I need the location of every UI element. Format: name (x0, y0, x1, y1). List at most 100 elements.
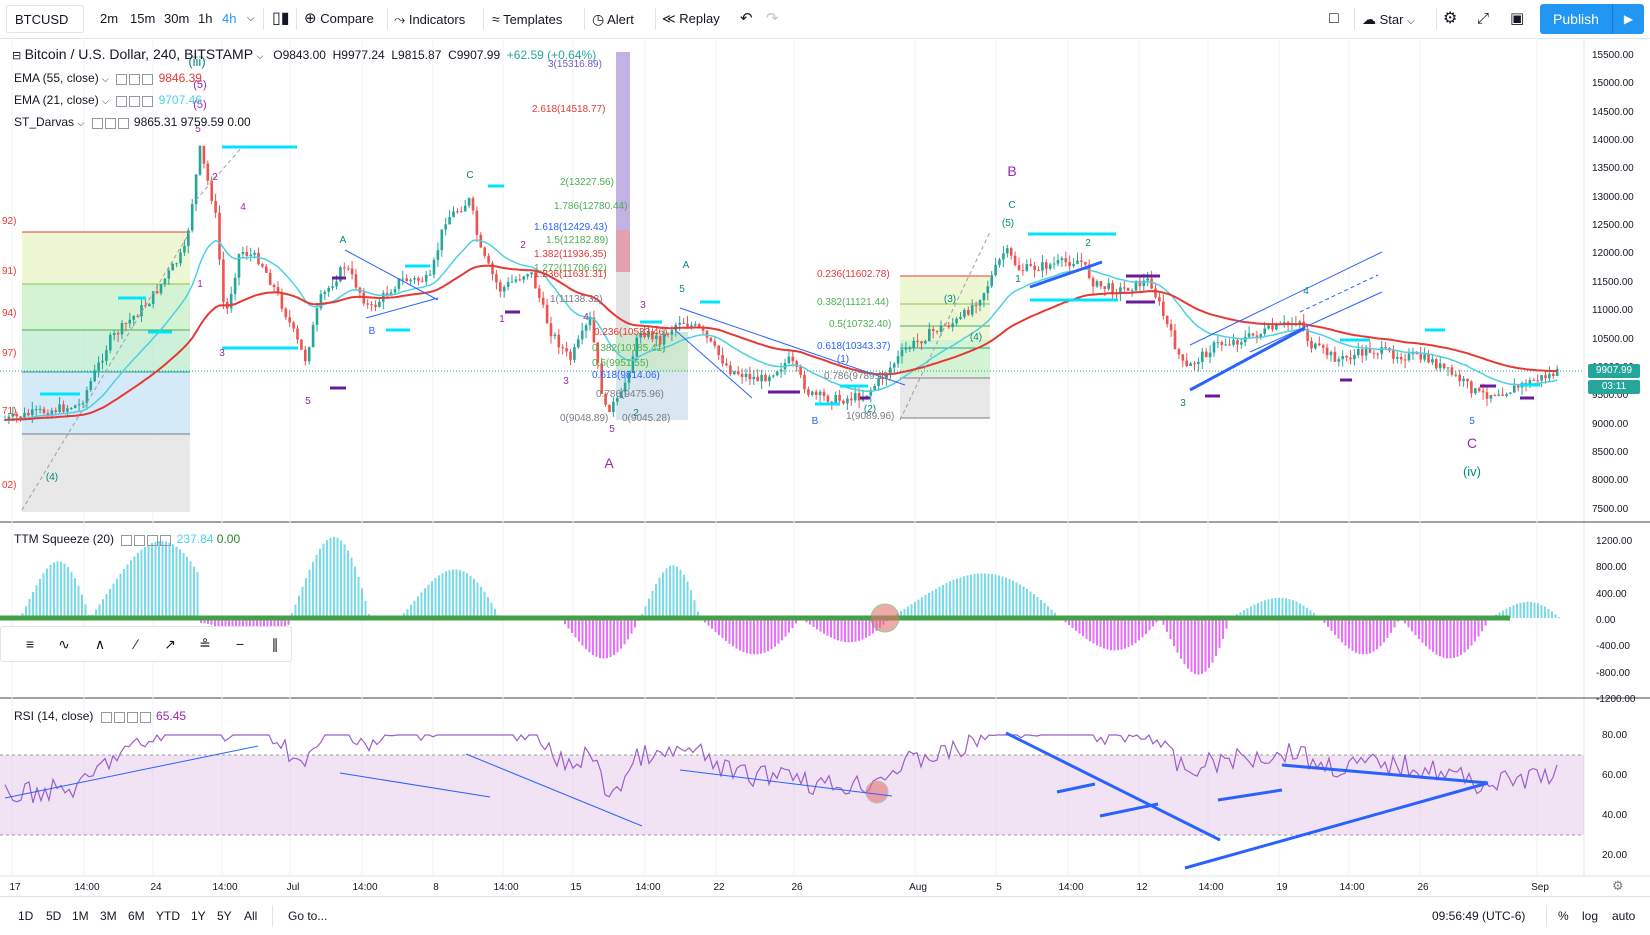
camera-icon[interactable]: ▣ (1510, 10, 1525, 27)
alarm-clock-icon: ◷ (592, 11, 605, 27)
interval-1h[interactable]: 1h (198, 11, 213, 26)
range-5d[interactable]: 5D (46, 909, 62, 923)
compare-button[interactable]: ⊕ Compare (304, 0, 374, 38)
range-ytd[interactable]: YTD (156, 909, 180, 923)
undo-icon[interactable]: ↶ (740, 10, 753, 27)
chevron-down-icon[interactable]: ⌵ (102, 96, 109, 106)
abc-pattern-icon[interactable]: ∧ (94, 636, 106, 652)
chevron-down-icon[interactable]: ⌵ (102, 74, 109, 84)
fib-level-label: 0.236(11602.78) (817, 269, 890, 280)
ema21-legend[interactable]: EMA (21, close) ⌵ 9707.46 (14, 93, 202, 108)
ttm-axis-label: -1200.00 (1596, 693, 1636, 705)
indicators-button[interactable]: ⤳ Indicators (394, 0, 465, 38)
wave-label: B (1007, 163, 1016, 179)
clock-timezone[interactable]: 09:56:49 (UTC-6) (1432, 909, 1526, 923)
goto-button[interactable]: Go to... (288, 909, 328, 923)
fib-level-label: 2(13227.56) (560, 177, 614, 188)
bar-countdown: 03:11 (1588, 380, 1640, 394)
ema55-legend[interactable]: EMA (55, close) ⌵ 9846.39 (14, 71, 202, 86)
interval-dropdown-icon[interactable]: ⌵ (247, 13, 255, 24)
indicator-buttons[interactable] (116, 72, 155, 86)
indicator-name: TTM Squeeze (20) (14, 532, 115, 546)
auto-toggle[interactable]: auto (1612, 909, 1636, 923)
range-1m[interactable]: 1M (72, 909, 89, 923)
interval-30m[interactable]: 30m (164, 11, 190, 26)
wave-label: 5 (679, 284, 685, 295)
wave-label: (2) (864, 404, 876, 415)
chevron-down-icon[interactable]: ⌵ (77, 118, 85, 128)
play-icon[interactable]: ▶ (1612, 4, 1644, 34)
indicator-buttons[interactable] (91, 116, 131, 130)
wave-label: (iv) (1463, 464, 1481, 479)
range-1d[interactable]: 1D (18, 909, 34, 923)
redo-icon[interactable]: ↷ (766, 10, 779, 27)
chart-canvas[interactable]: (iii)(5)(5)524135ABC21345A3A52B(1)(2)(3)… (0, 38, 1650, 896)
trendline-icon[interactable]: ∕ (134, 636, 138, 652)
fib-icon[interactable]: ≗ (199, 636, 211, 652)
replay-button[interactable]: ≪ Replay (662, 0, 720, 38)
ohlc-low: L9815.87 (391, 48, 442, 62)
dashed-projections (21, 145, 991, 511)
fib-level-label: 0.618(10343.37) (817, 341, 891, 352)
divider (655, 8, 656, 30)
templates-button[interactable]: ≈ Templates (492, 0, 562, 38)
wave-label: (iii) (188, 54, 205, 69)
candle-type-icon[interactable]: ▯▮ (272, 10, 290, 27)
time-axis-label: Jul (286, 882, 300, 893)
chevron-down-icon[interactable]: ⌵ (256, 51, 264, 61)
rsi-highlight (865, 780, 889, 804)
log-toggle[interactable]: log (1582, 909, 1599, 923)
settings-gear-icon[interactable]: ⚙ (1612, 878, 1624, 893)
bars-icon[interactable]: ∥ (271, 636, 279, 652)
percent-toggle[interactable]: % (1558, 909, 1569, 923)
time-axis-label: 19 (1276, 882, 1288, 893)
wave-label: (3) (944, 294, 956, 305)
indicator-buttons[interactable] (121, 533, 173, 547)
wave-label: C (466, 170, 473, 181)
range-5y[interactable]: 5Y (217, 909, 232, 923)
horizontal-ray-icon[interactable]: − (235, 636, 245, 652)
ttm-legend[interactable]: TTM Squeeze (20) 237.84 0.00 (14, 532, 240, 547)
indicator-value: 9865.31 9759.59 0.00 (133, 115, 251, 129)
indicator-buttons[interactable] (100, 710, 153, 724)
range-all[interactable]: All (244, 909, 258, 923)
gear-icon[interactable]: ⚙ (1443, 10, 1458, 27)
fib-level-label: 71) (2, 406, 17, 417)
indicator-name: RSI (14, close) (14, 709, 94, 723)
range-3m[interactable]: 3M (100, 909, 117, 923)
chevron-down-icon: ⌵ (1407, 16, 1415, 27)
main-legend[interactable]: ⊟ Bitcoin / U.S. Dollar, 240, BITSTAMP ⌵… (12, 46, 596, 62)
darvas-legend[interactable]: ST_Darvas ⌵ 9865.31 9759.59 0.00 (14, 115, 251, 130)
wave-label: B (369, 326, 376, 337)
interval-15m[interactable]: 15m (130, 11, 156, 26)
ttm-axis-label: 1200.00 (1596, 536, 1633, 547)
range-1y[interactable]: 1Y (191, 909, 206, 923)
collapse-icon[interactable]: ⊟ (12, 50, 22, 62)
ttm-histogram (21, 537, 1560, 675)
rsi-legend[interactable]: RSI (14, close) 65.45 (14, 709, 186, 724)
symbol-search[interactable]: BTCUSD (6, 5, 84, 33)
fib-zone (22, 434, 190, 512)
alert-button[interactable]: ◷ Alert (592, 0, 634, 38)
trendlines (344, 249, 1383, 399)
interval-2m[interactable]: 2m (100, 11, 119, 26)
price-axis-label: 8000.00 (1592, 475, 1629, 487)
star-button[interactable]: ☁ Star ⌵ (1362, 0, 1415, 38)
indicator-buttons[interactable] (116, 94, 155, 108)
ray-icon[interactable]: ↗ (164, 636, 176, 652)
range-6m[interactable]: 6M (128, 909, 145, 923)
publish-button[interactable]: Publish (1540, 4, 1612, 34)
time-axis-label: 12 (1136, 882, 1148, 893)
interval-4h[interactable]: 4h (222, 11, 237, 26)
fullscreen-square-icon[interactable]: □ (1329, 10, 1339, 27)
fib-level-label: 1.5(12182.89) (546, 235, 609, 246)
wave-label: 4 (240, 202, 246, 213)
fib-zone (22, 284, 190, 330)
templates-label: Templates (503, 12, 563, 27)
symbol-label: BTCUSD (15, 12, 69, 27)
wave-pattern-icon[interactable]: ∿ (58, 636, 70, 652)
horizontal-lines-icon[interactable]: ≡ (25, 636, 35, 652)
expand-icon[interactable]: ⤢ (1477, 10, 1490, 27)
fib-level-label: 0.236(10533.46) (594, 327, 668, 338)
indicator-value: 9846.39 (158, 71, 202, 85)
